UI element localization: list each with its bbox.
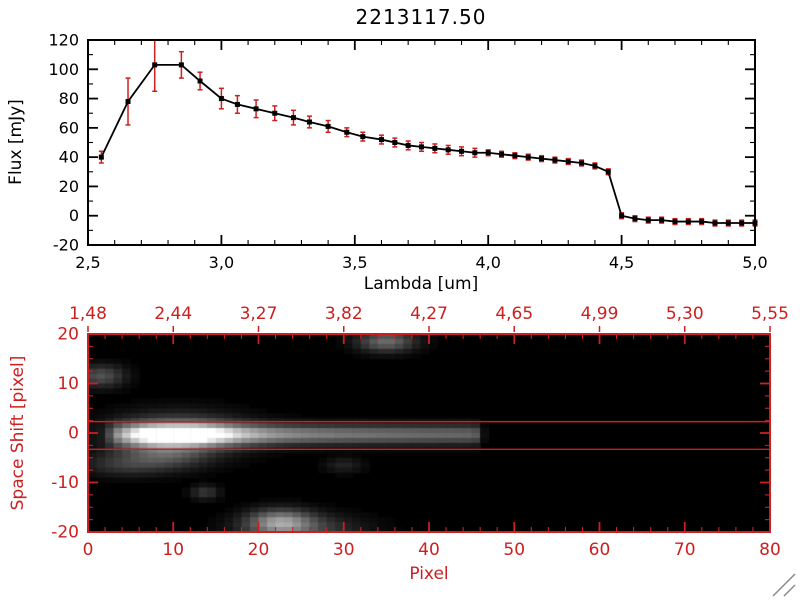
data-point-marker: [552, 157, 558, 163]
data-point-marker: [672, 219, 678, 225]
wavelength-label: 3,82: [325, 304, 363, 324]
tick-label: -20: [53, 236, 79, 255]
data-point-marker: [459, 148, 465, 154]
tick-label: 0: [68, 424, 79, 444]
data-point-marker: [125, 99, 131, 104]
tick-label: 10: [57, 374, 79, 394]
data-point-marker: [632, 216, 638, 222]
data-point-marker: [699, 219, 705, 225]
data-point-marker: [645, 217, 651, 223]
tick-label: 0: [83, 540, 94, 560]
tick-label: 70: [674, 540, 696, 560]
data-point-marker: [565, 159, 571, 165]
data-point-marker: [472, 150, 478, 156]
data-point-marker: [445, 147, 451, 153]
data-point-marker: [325, 123, 331, 129]
tick-label: 3,0: [209, 253, 234, 272]
wavelength-label: 3,27: [240, 304, 278, 324]
tick-label: -20: [51, 523, 79, 543]
data-point-marker: [579, 160, 585, 166]
tick-label: 60: [589, 540, 611, 560]
data-point-marker: [197, 78, 203, 84]
data-point-marker: [152, 62, 158, 68]
data-point-marker: [685, 219, 691, 225]
wavelength-label: 5,30: [666, 304, 704, 324]
tick-label: 20: [248, 540, 270, 560]
data-point-marker: [739, 220, 745, 226]
wavelength-label: 1,48: [69, 304, 107, 324]
data-point-marker: [405, 142, 411, 148]
data-point-marker: [419, 144, 424, 150]
data-point-marker: [234, 101, 240, 107]
data-point-marker: [432, 145, 438, 151]
flux-axis-label: Flux [mJy]: [6, 99, 26, 185]
tick-label: 80: [759, 540, 781, 560]
data-point-marker: [485, 150, 491, 156]
data-point-marker: [539, 156, 545, 162]
tick-label: 2,5: [75, 253, 100, 272]
resize-grip-lines: [772, 573, 796, 597]
data-point-marker: [752, 220, 758, 226]
tick-label: 100: [48, 60, 79, 79]
resize-grip-icon[interactable]: [771, 572, 797, 598]
tick-label: -10: [51, 473, 79, 493]
spectral-image: [88, 334, 770, 532]
tick-label: 20: [57, 325, 79, 345]
tick-label: 4,5: [609, 253, 634, 272]
data-point-marker: [725, 220, 731, 226]
wavelength-label: 4,65: [495, 304, 533, 324]
tick-label: 60: [59, 118, 79, 137]
data-point-marker: [712, 220, 718, 226]
pixel-axis-label: Pixel: [409, 564, 449, 584]
lambda-axis-label: Lambda [um]: [363, 274, 479, 294]
data-point-marker: [392, 140, 398, 145]
plot-title: 2213117.50: [355, 5, 487, 29]
tick-label: 10: [162, 540, 184, 560]
data-point-marker: [98, 154, 104, 160]
data-point-marker: [306, 119, 312, 125]
wavelength-label: 4,99: [581, 304, 619, 324]
data-point-marker: [512, 153, 518, 159]
tick-label: 20: [59, 177, 79, 196]
tick-label: 80: [59, 89, 79, 108]
data-point-marker: [290, 115, 296, 121]
tick-label: 50: [503, 540, 525, 560]
data-point-marker: [344, 129, 350, 135]
wavelength-label: 4,27: [410, 304, 448, 324]
data-point-marker: [619, 213, 625, 219]
tick-label: 4,0: [475, 253, 500, 272]
space-shift-axis-label: Space Shift [pixel]: [8, 355, 28, 511]
data-point-marker: [218, 96, 224, 102]
data-point-marker: [659, 217, 665, 223]
wavelength-label: 5,55: [751, 304, 789, 324]
tick-label: 5,0: [742, 253, 767, 272]
data-point-marker: [499, 151, 505, 157]
tick-label: 30: [333, 540, 355, 560]
axis-box: [87, 39, 756, 246]
data-point-marker: [178, 62, 184, 68]
data-point-marker: [272, 110, 278, 116]
tick-label: 40: [59, 148, 79, 167]
data-point-marker: [605, 169, 611, 175]
tick-label: 40: [418, 540, 440, 560]
tick-label: 120: [48, 31, 79, 50]
data-point-marker: [253, 106, 259, 112]
tick-label: 0: [69, 206, 79, 225]
data-point-marker: [592, 163, 598, 169]
data-point-marker: [378, 137, 384, 143]
spectrum-line: [100, 63, 755, 224]
tick-label: 3,5: [342, 253, 367, 272]
data-point-marker: [525, 154, 531, 160]
wavelength-label: 2,44: [154, 304, 192, 324]
data-point-marker: [360, 134, 366, 140]
